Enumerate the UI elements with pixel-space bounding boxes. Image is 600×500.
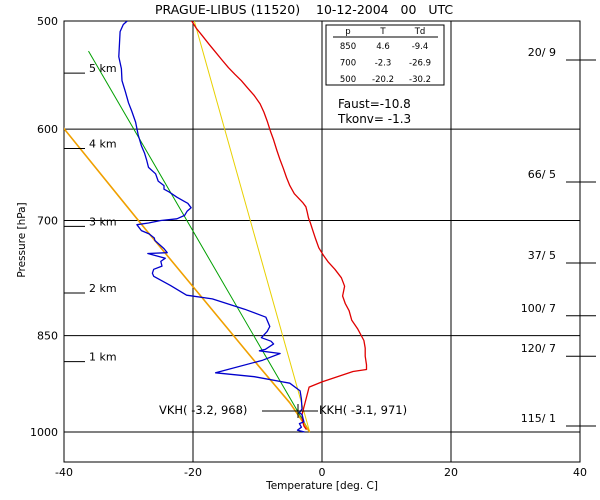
table-cell: 850 <box>340 42 356 52</box>
vkh-label: VKH( -3.2, 968) <box>159 403 247 417</box>
y-tick-label: 600 <box>37 123 58 136</box>
y-tick-label: 1000 <box>30 426 58 439</box>
height-marker-label: 1 km <box>89 351 117 364</box>
kkh-label: KKH( -3.1, 971) <box>319 403 407 417</box>
horizontal-gridlines <box>64 128 580 433</box>
x-tick-labels: -40 -20 0 20 40 <box>55 466 587 479</box>
table-cell: -26.9 <box>409 59 431 69</box>
y-tick-label: 700 <box>37 215 58 228</box>
wind-label: 115/ 1 <box>521 412 556 425</box>
height-marker-label: 3 km <box>89 215 117 228</box>
x-tick-label: -40 <box>55 466 73 479</box>
height-marker-label: 5 km <box>89 62 117 75</box>
wind-labels: 20/ 9 66/ 5 37/ 5 100/ 7 120/ 7 115/ 1 <box>521 46 596 427</box>
wind-label: 120/ 7 <box>521 342 556 355</box>
table-cell: -9.4 <box>412 42 429 52</box>
table-cell: 700 <box>340 59 356 69</box>
temperature-line <box>191 21 368 430</box>
faust-index: Faust=-10.8 <box>338 97 411 111</box>
data-table-frame <box>325 24 445 86</box>
height-marker-label: 2 km <box>89 282 117 295</box>
wind-label: 100/ 7 <box>521 302 556 315</box>
y-tick-label: 500 <box>37 15 58 28</box>
chart-title: PRAGUE-LIBUS (11520) 10-12-2004 00 UTC <box>155 2 453 17</box>
table-cell: 4.6 <box>376 42 390 52</box>
x-tick-label: 0 <box>319 466 326 479</box>
x-axis-label: Temperature [deg. C] <box>265 480 378 492</box>
wind-label: 66/ 5 <box>528 168 556 181</box>
table-header-cell: T <box>379 27 386 37</box>
data-table-cells: p T Td 850 4.6 -9.4 700 -2.3 -26.9 500 -20.2 -30.2 <box>340 27 431 85</box>
height-markers: 5 km 4 km 3 km 2 km 1 km <box>64 62 117 364</box>
table-header-cell: p <box>345 27 350 37</box>
table-cell: -30.2 <box>409 75 431 85</box>
y-axis-label: Pressure [hPa] <box>16 202 28 277</box>
x-tick-label: 20 <box>444 466 458 479</box>
table-cell: -20.2 <box>372 75 394 85</box>
wind-label: 37/ 5 <box>528 249 556 262</box>
mixing-ratio-line <box>193 21 311 433</box>
dewpoint-line <box>118 21 305 433</box>
data-table: p T Td 850 4.6 -9.4 700 -2.3 -26.9 500 -20.2 -30.2 <box>325 24 445 86</box>
tkonv-index: Tkonv= -1.3 <box>337 112 411 126</box>
wind-label: 20/ 9 <box>528 46 556 59</box>
table-cell: 500 <box>340 75 356 85</box>
table-cell: -2.3 <box>375 59 392 69</box>
dry-adiabat-line <box>88 50 311 433</box>
y-tick-label: 850 <box>37 330 58 343</box>
y-tick-labels: 500 600 700 850 1000 <box>30 15 58 439</box>
x-tick-label: -20 <box>184 466 202 479</box>
data-lines <box>64 21 368 433</box>
x-tick-label: 40 <box>573 466 587 479</box>
moist-adiabat-line <box>64 127 311 433</box>
height-marker-label: 4 km <box>89 138 117 151</box>
table-header-cell: Td <box>414 27 426 37</box>
vertical-gridlines <box>192 21 452 462</box>
